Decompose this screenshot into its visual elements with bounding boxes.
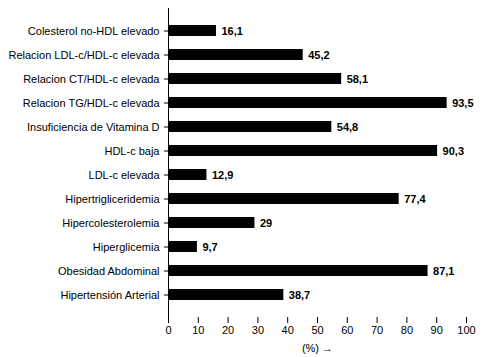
- svg-text:0: 0: [165, 324, 171, 336]
- svg-text:54,8: 54,8: [337, 121, 358, 133]
- svg-text:58,1: 58,1: [347, 73, 368, 85]
- svg-text:Hiperglicemia: Hiperglicemia: [93, 241, 161, 253]
- svg-text:Hipertrigliceridemia: Hipertrigliceridemia: [65, 193, 160, 205]
- svg-text:12,9: 12,9: [212, 169, 233, 181]
- svg-text:Relacion TG/HDL-c elevada: Relacion TG/HDL-c elevada: [23, 97, 161, 109]
- svg-text:70: 70: [371, 324, 383, 336]
- svg-text:Colesterol no-HDL elevado: Colesterol no-HDL elevado: [28, 25, 160, 37]
- svg-text:77,4: 77,4: [404, 193, 426, 205]
- svg-text:93,5: 93,5: [452, 97, 473, 109]
- svg-text:Relacion CT/HDL-c elevada: Relacion CT/HDL-c elevada: [23, 73, 160, 85]
- svg-text:HDL-c baja: HDL-c baja: [104, 145, 160, 157]
- svg-text:29: 29: [260, 217, 272, 229]
- svg-text:90,3: 90,3: [443, 145, 464, 157]
- svg-text:80: 80: [401, 324, 413, 336]
- svg-text:38,7: 38,7: [289, 289, 310, 301]
- svg-text:LDL-c elevada: LDL-c elevada: [89, 169, 161, 181]
- svg-text:Obesidad Abdominal: Obesidad Abdominal: [58, 265, 160, 277]
- svg-text:Hipercolesterolemia: Hipercolesterolemia: [62, 217, 160, 229]
- svg-text:(%) →: (%) →: [302, 342, 333, 354]
- svg-text:9,7: 9,7: [202, 241, 217, 253]
- svg-text:30: 30: [252, 324, 264, 336]
- svg-text:Insuficiencia de Vitamina D: Insuficiencia de Vitamina D: [27, 121, 160, 133]
- svg-text:20: 20: [222, 324, 234, 336]
- svg-text:16,1: 16,1: [221, 25, 242, 37]
- svg-text:100: 100: [457, 324, 475, 336]
- svg-text:10: 10: [192, 324, 204, 336]
- svg-text:50: 50: [311, 324, 323, 336]
- svg-text:Relacion LDL-c/HDL-c elevada: Relacion LDL-c/HDL-c elevada: [8, 49, 160, 61]
- svg-text:Hipertensión Arterial: Hipertensión Arterial: [60, 289, 159, 301]
- svg-text:45,2: 45,2: [308, 49, 329, 61]
- svg-text:87,1: 87,1: [433, 265, 454, 277]
- svg-text:90: 90: [431, 324, 443, 336]
- svg-text:40: 40: [282, 324, 294, 336]
- svg-text:60: 60: [341, 324, 353, 336]
